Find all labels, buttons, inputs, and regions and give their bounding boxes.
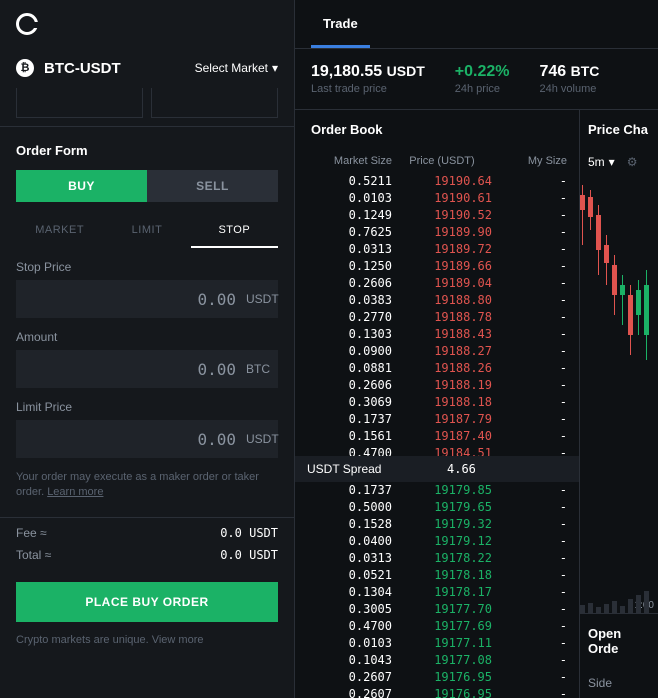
fee-label: Fee ≈ <box>16 526 47 540</box>
orderbook-row[interactable]: 0.306919188.18- <box>295 394 579 411</box>
orderbook-title: Order Book <box>295 110 399 149</box>
orderbook-row[interactable]: 0.470019184.51- <box>295 445 579 456</box>
orderbook-row[interactable]: 0.156119187.40- <box>295 428 579 445</box>
limit-price-input[interactable] <box>26 430 236 449</box>
blank-box-group <box>0 88 294 118</box>
amount-unit: BTC <box>246 362 270 376</box>
select-market-label: Select Market <box>195 61 268 75</box>
orderbook-row[interactable]: 0.088119188.26- <box>295 360 579 377</box>
orderbook-row[interactable]: 0.040019179.12- <box>295 533 579 550</box>
chart-title: Price Cha <box>580 110 656 149</box>
logo[interactable] <box>16 13 38 35</box>
limit-price-label: Limit Price <box>16 400 278 414</box>
orderbook-row[interactable]: 0.010319190.61- <box>295 190 579 207</box>
orderbook-row[interactable]: 0.090019188.27- <box>295 343 579 360</box>
orderbook-row[interactable]: 0.031319178.22- <box>295 550 579 567</box>
orderbook-row[interactable]: 0.277019188.78- <box>295 309 579 326</box>
order-hint: Your order may execute as a maker order … <box>0 458 294 513</box>
orderbook-row[interactable]: 0.260619188.19- <box>295 377 579 394</box>
orderbook-row[interactable]: 0.300519177.70- <box>295 601 579 618</box>
orderbook-row[interactable]: 0.173719179.85- <box>295 482 579 499</box>
orderbook-row[interactable]: 0.130319188.43- <box>295 326 579 343</box>
sell-tab[interactable]: SELL <box>147 170 278 202</box>
col-size: Market Size <box>307 155 392 167</box>
footer-hint: Crypto markets are unique. View more <box>0 634 294 646</box>
open-orders-side: Side <box>580 668 658 698</box>
interval-selector[interactable]: 5m ▾ ⚙ <box>580 149 658 175</box>
orderbook-row[interactable]: 0.470019177.69- <box>295 618 579 635</box>
orderbook-row[interactable]: 0.031319189.72- <box>295 241 579 258</box>
settings-icon[interactable]: ⚙ <box>627 155 638 169</box>
col-price: Price (USDT) <box>392 155 492 167</box>
change-value: +0.22% <box>455 63 510 81</box>
orderbook-row[interactable]: 0.038319188.80- <box>295 292 579 309</box>
open-orders-title: Open Orde <box>580 613 658 668</box>
total-value: 0.0 USDT <box>220 548 278 562</box>
orderbook-row[interactable]: 0.104319177.08- <box>295 652 579 669</box>
last-price-label: Last trade price <box>311 83 425 95</box>
stop-price-unit: USDT <box>246 292 279 306</box>
spread-label: USDT Spread <box>307 462 407 476</box>
spread-value: 4.66 <box>447 462 476 476</box>
stop-price-input[interactable] <box>26 290 236 309</box>
orderbook-row[interactable]: 0.260719176.95- <box>295 686 579 698</box>
learn-more-link[interactable]: Learn more <box>47 486 103 498</box>
limit-price-unit: USDT <box>246 432 279 446</box>
tab-limit[interactable]: LIMIT <box>103 214 190 248</box>
last-price: 19,180.55 USDT <box>311 63 425 81</box>
orderbook-row[interactable]: 0.152819179.32- <box>295 516 579 533</box>
orderbook-row[interactable]: 0.762519189.90- <box>295 224 579 241</box>
tab-trade[interactable]: Trade <box>311 2 370 48</box>
orderbook-row[interactable]: 0.521119190.64- <box>295 173 579 190</box>
volume: 746 BTC <box>539 63 599 81</box>
orderbook-row[interactable]: 0.260719176.95- <box>295 669 579 686</box>
orderbook-row[interactable]: 0.500019179.65- <box>295 499 579 516</box>
buy-tab[interactable]: BUY <box>16 170 147 202</box>
change-label: 24h price <box>455 83 510 95</box>
orderbook-row[interactable]: 0.124919190.52- <box>295 207 579 224</box>
orderbook-row[interactable]: 0.052119178.18- <box>295 567 579 584</box>
orderbook-row[interactable]: 0.173719187.79- <box>295 411 579 428</box>
amount-label: Amount <box>16 330 278 344</box>
chevron-down-icon: ▾ <box>272 61 278 75</box>
order-form-title: Order Form <box>0 126 294 170</box>
select-market-dropdown[interactable]: Select Market ▾ <box>195 61 278 75</box>
tab-stop[interactable]: STOP <box>191 214 278 248</box>
total-label: Total ≈ <box>16 548 51 562</box>
stop-price-label: Stop Price <box>16 260 278 274</box>
amount-input[interactable] <box>26 360 236 379</box>
btc-icon: ₿ <box>16 59 34 77</box>
orderbook-row[interactable]: 0.260619189.04- <box>295 275 579 292</box>
orderbook-row[interactable]: 0.130419178.17- <box>295 584 579 601</box>
volume-label: 24h volume <box>539 83 599 95</box>
orderbook-row[interactable]: 0.125019189.66- <box>295 258 579 275</box>
pair-label: BTC-USDT <box>44 60 121 77</box>
col-mysize: My Size <box>492 155 567 167</box>
orderbook-row[interactable]: 0.010319177.11- <box>295 635 579 652</box>
tab-market[interactable]: MARKET <box>16 214 103 248</box>
fee-value: 0.0 USDT <box>220 526 278 540</box>
chevron-down-icon: ▾ <box>609 155 615 169</box>
place-order-button[interactable]: PLACE BUY ORDER <box>16 582 278 622</box>
